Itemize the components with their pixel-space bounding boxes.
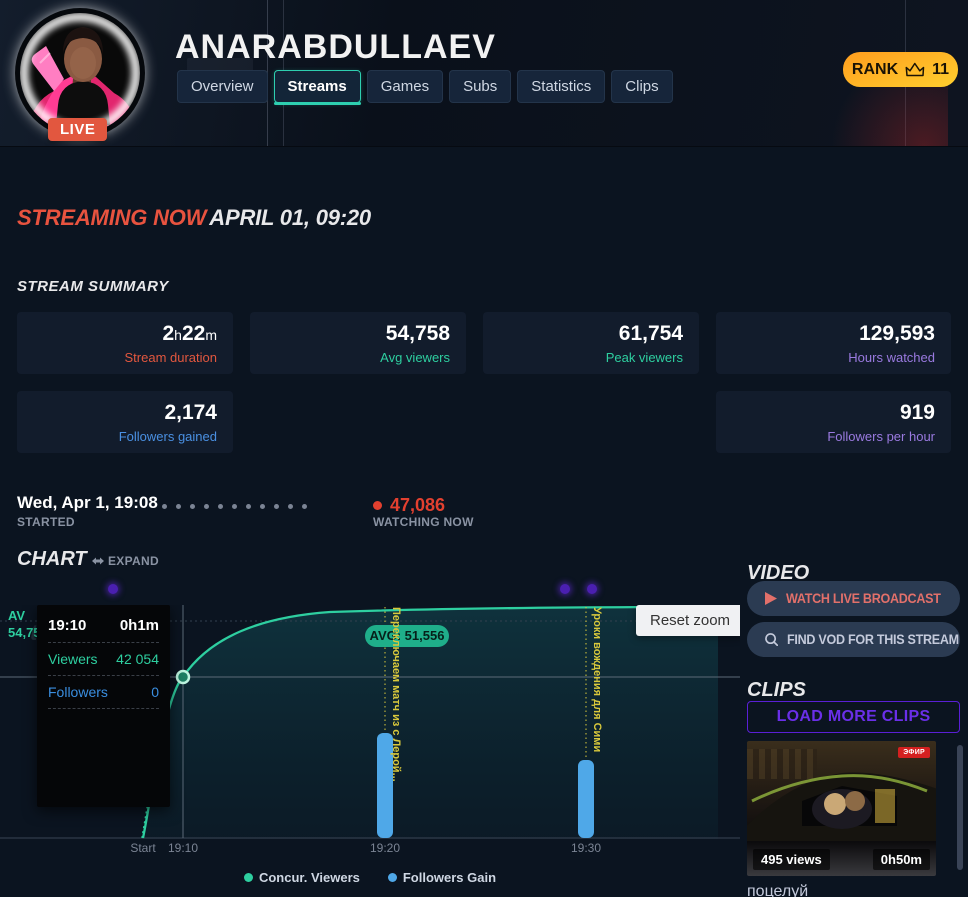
svg-text:AVG: 51,556: AVG: 51,556 [370,628,445,643]
